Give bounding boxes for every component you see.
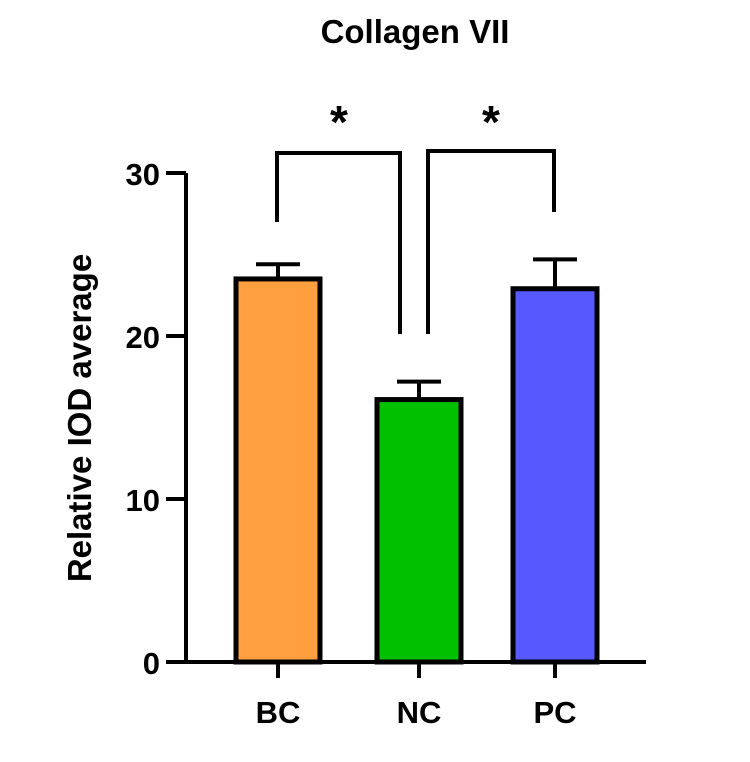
x-tick-label: PC [533,695,576,730]
significance-star: * [482,96,500,148]
y-axis-label: Relative IOD average [61,254,98,582]
bar-pc [510,286,600,665]
y-tick-label: 30 [126,157,160,192]
x-tick-label: NC [397,695,442,730]
bar-nc [374,397,464,665]
y-tick-label: 10 [126,483,160,518]
significance-star: * [330,96,348,148]
y-tick-label: 20 [126,320,160,355]
bar-bc [233,276,323,665]
significance-bracket [275,151,402,334]
y-tick-label: 0 [143,646,160,681]
chart-title: Collagen VII [321,13,510,50]
x-tick-label: BC [256,695,301,730]
significance-bracket [426,149,556,334]
